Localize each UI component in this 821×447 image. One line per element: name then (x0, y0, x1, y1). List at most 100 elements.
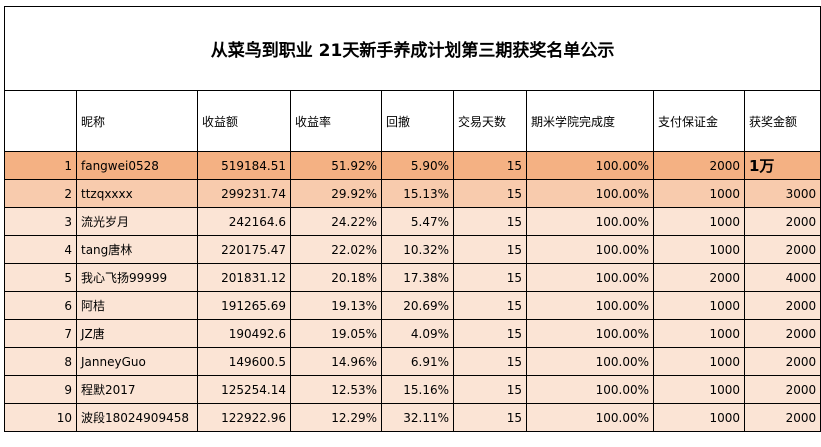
nickname-cell[interactable]: 波段18024909458 (76, 403, 198, 432)
completion-cell[interactable]: 100.00% (526, 291, 654, 320)
row-index[interactable]: 3 (4, 207, 77, 236)
return-rate-cell[interactable]: 20.18% (290, 263, 382, 292)
deposit-cell[interactable]: 1000 (653, 291, 745, 320)
deposit-cell[interactable]: 2000 (653, 263, 745, 292)
row-index[interactable]: 2 (4, 179, 77, 208)
trading-days-cell[interactable]: 15 (453, 319, 527, 348)
drawdown-cell[interactable]: 5.47% (381, 207, 454, 236)
prize-cell[interactable]: 4000 (743, 263, 821, 292)
profit-cell[interactable]: 191265.69 (197, 291, 291, 320)
return-rate-cell[interactable]: 19.05% (290, 319, 382, 348)
trading-days-cell[interactable]: 15 (453, 179, 527, 208)
row-index[interactable]: 6 (4, 291, 77, 320)
profit-cell[interactable]: 149600.5 (197, 347, 291, 376)
prize-cell[interactable]: 2000 (743, 375, 821, 404)
completion-cell[interactable]: 100.00% (526, 179, 654, 208)
profit-cell[interactable]: 519184.51 (197, 151, 291, 180)
completion-cell[interactable]: 100.00% (526, 235, 654, 264)
drawdown-cell[interactable]: 5.90% (381, 151, 454, 180)
completion-cell[interactable]: 100.00% (526, 375, 654, 404)
drawdown-header[interactable]: 回撤 (381, 90, 454, 152)
profit-cell[interactable]: 122922.96 (197, 403, 291, 432)
trading-days-cell[interactable]: 15 (453, 403, 527, 432)
completion-cell[interactable]: 100.00% (526, 319, 654, 348)
profit-cell[interactable]: 190492.6 (197, 319, 291, 348)
drawdown-cell[interactable]: 32.11% (381, 403, 454, 432)
drawdown-cell[interactable]: 17.38% (381, 263, 454, 292)
completion-cell[interactable]: 100.00% (526, 263, 654, 292)
return-rate-cell[interactable]: 22.02% (290, 235, 382, 264)
prize-cell[interactable]: 2000 (743, 347, 821, 376)
return-rate-cell[interactable]: 12.53% (290, 375, 382, 404)
drawdown-cell[interactable]: 10.32% (381, 235, 454, 264)
completion-cell[interactable]: 100.00% (526, 347, 654, 376)
profit-cell[interactable]: 299231.74 (197, 179, 291, 208)
trading-days-cell[interactable]: 15 (453, 151, 527, 180)
return-rate-cell[interactable]: 29.92% (290, 179, 382, 208)
prize-cell[interactable]: 2000 (743, 291, 821, 320)
trading-days-cell[interactable]: 15 (453, 235, 527, 264)
row-index[interactable]: 5 (4, 263, 77, 292)
return-rate-cell[interactable]: 24.22% (290, 207, 382, 236)
deposit-cell[interactable]: 1000 (653, 235, 745, 264)
nickname-cell[interactable]: JanneyGuo (76, 347, 198, 376)
drawdown-cell[interactable]: 4.09% (381, 319, 454, 348)
prize-cell[interactable]: 1万 (743, 151, 821, 180)
row-index[interactable]: 7 (4, 319, 77, 348)
nickname-cell[interactable]: 我心飞扬99999 (76, 263, 198, 292)
profit-cell[interactable]: 220175.47 (197, 235, 291, 264)
drawdown-cell[interactable]: 15.16% (381, 375, 454, 404)
trading-days-cell[interactable]: 15 (453, 347, 527, 376)
profit-header[interactable]: 收益额 (197, 90, 291, 152)
profit-cell[interactable]: 125254.14 (197, 375, 291, 404)
drawdown-cell[interactable]: 6.91% (381, 347, 454, 376)
prize-cell[interactable]: 2000 (743, 235, 821, 264)
trading-days-cell[interactable]: 15 (453, 263, 527, 292)
completion-header[interactable]: 期米学院完成度 (526, 90, 654, 152)
row-index[interactable]: 8 (4, 347, 77, 376)
deposit-cell[interactable]: 1000 (653, 207, 745, 236)
row-index[interactable]: 10 (4, 403, 77, 432)
nickname-cell[interactable]: ttzqxxxx (76, 179, 198, 208)
return-rate-cell[interactable]: 19.13% (290, 291, 382, 320)
completion-cell[interactable]: 100.00% (526, 151, 654, 180)
deposit-cell[interactable]: 1000 (653, 319, 745, 348)
nickname-cell[interactable]: fangwei0528 (76, 151, 198, 180)
trading-days-cell[interactable]: 15 (453, 291, 527, 320)
return-rate-header[interactable]: 收益率 (290, 90, 382, 152)
trading-days-cell[interactable]: 15 (453, 207, 527, 236)
row-index[interactable]: 1 (4, 151, 77, 180)
row-index[interactable]: 9 (4, 375, 77, 404)
profit-cell[interactable]: 201831.12 (197, 263, 291, 292)
deposit-cell[interactable]: 1000 (653, 347, 745, 376)
index-header[interactable] (4, 90, 77, 152)
completion-cell[interactable]: 100.00% (526, 207, 654, 236)
prize-cell[interactable]: 2000 (743, 319, 821, 348)
return-rate-cell[interactable]: 14.96% (290, 347, 382, 376)
prize-cell[interactable]: 2000 (743, 403, 821, 432)
page-title[interactable]: 从菜鸟到职业 21天新手养成计划第三期获奖名单公示 (3, 6, 821, 91)
return-rate-cell[interactable]: 51.92% (290, 151, 382, 180)
nickname-cell[interactable]: tang唐林 (76, 235, 198, 264)
prize-cell[interactable]: 3000 (743, 179, 821, 208)
drawdown-cell[interactable]: 15.13% (381, 179, 454, 208)
deposit-cell[interactable]: 1000 (653, 375, 745, 404)
completion-cell[interactable]: 100.00% (526, 403, 654, 432)
nickname-cell[interactable]: JZ唐 (76, 319, 198, 348)
nickname-header[interactable]: 昵称 (76, 90, 198, 152)
profit-cell[interactable]: 242164.6 (197, 207, 291, 236)
deposit-cell[interactable]: 1000 (653, 179, 745, 208)
deposit-cell[interactable]: 2000 (653, 151, 745, 180)
nickname-cell[interactable]: 阿桔 (76, 291, 198, 320)
nickname-cell[interactable]: 程默2017 (76, 375, 198, 404)
nickname-cell[interactable]: 流光岁月 (76, 207, 198, 236)
drawdown-cell[interactable]: 20.69% (381, 291, 454, 320)
return-rate-cell[interactable]: 12.29% (290, 403, 382, 432)
prize-header[interactable]: 获奖金额 (743, 90, 821, 152)
trading-days-header[interactable]: 交易天数 (453, 90, 527, 152)
deposit-header[interactable]: 支付保证金 (653, 90, 745, 152)
prize-cell[interactable]: 2000 (743, 207, 821, 236)
deposit-cell[interactable]: 1000 (653, 403, 745, 432)
trading-days-cell[interactable]: 15 (453, 375, 527, 404)
row-index[interactable]: 4 (4, 235, 77, 264)
